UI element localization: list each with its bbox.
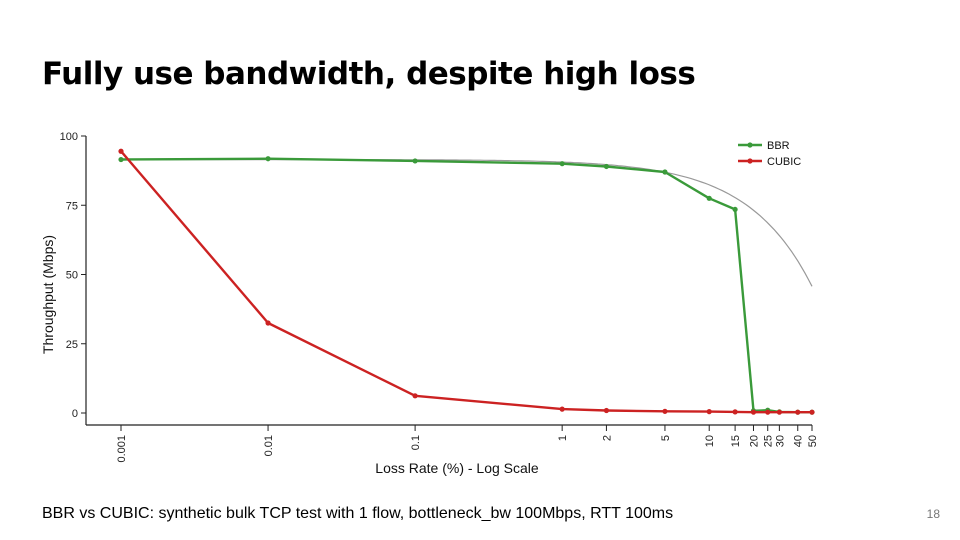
x-tick-label: 40 (793, 435, 805, 447)
x-tick-label: 1 (557, 435, 569, 441)
x-tick-label: 5 (660, 435, 672, 441)
data-point-cubic (765, 409, 771, 415)
x-tick-label: 10 (704, 435, 716, 447)
series-line-cubic (120, 150, 812, 414)
data-point-cubic (795, 409, 801, 415)
data-point-cubic (776, 409, 782, 415)
x-tick-label: 30 (774, 435, 786, 447)
data-point-cubic (559, 406, 565, 412)
page-number: 18 (926, 507, 940, 521)
y-tick-label: 0 (72, 408, 78, 420)
y-axis-title: Throughput (Mbps) (40, 235, 56, 354)
data-point-cubic (732, 409, 738, 415)
data-point-bbr (559, 161, 565, 167)
data-point-bbr (706, 195, 712, 201)
data-point-cubic (706, 409, 712, 415)
data-point-cubic (412, 393, 418, 399)
reference-curve (121, 158, 813, 287)
data-point-bbr (265, 156, 271, 162)
x-tick-label: 0.1 (410, 435, 422, 450)
legend-marker-bbr (747, 142, 753, 148)
data-point-bbr (603, 163, 610, 170)
legend-marker-cubic (747, 158, 753, 164)
legend-label-cubic: CUBIC (767, 156, 801, 168)
legend-label-bbr: BBR (767, 140, 790, 152)
x-tick-label: 50 (807, 435, 819, 447)
data-point-cubic (662, 408, 668, 414)
x-tick-label: 2 (601, 435, 613, 441)
y-tick-label: 75 (66, 200, 78, 212)
x-tick-label: 0.001 (116, 435, 128, 463)
y-tick-label: 100 (60, 131, 78, 143)
x-tick-label: 25 (763, 435, 775, 447)
data-point-bbr (732, 206, 738, 213)
x-tick-label: 0.01 (263, 435, 275, 456)
data-point-cubic (750, 409, 757, 415)
data-point-bbr (118, 156, 124, 163)
y-tick-label: 25 (66, 339, 78, 351)
data-point-cubic (809, 409, 815, 415)
data-point-cubic (265, 320, 271, 326)
slide-caption: BBR vs CUBIC: synthetic bulk TCP test wi… (42, 505, 674, 522)
data-point-cubic (603, 407, 610, 414)
y-tick-label: 50 (66, 270, 78, 282)
slide-title: Fully use bandwidth, despite high loss (42, 56, 696, 92)
x-tick-label: 15 (730, 435, 742, 447)
data-point-bbr (412, 158, 418, 164)
data-point-cubic (118, 148, 124, 154)
data-point-bbr (662, 169, 668, 175)
x-axis-title: Loss Rate (%) - Log Scale (375, 460, 539, 476)
x-tick-label: 20 (748, 435, 760, 447)
